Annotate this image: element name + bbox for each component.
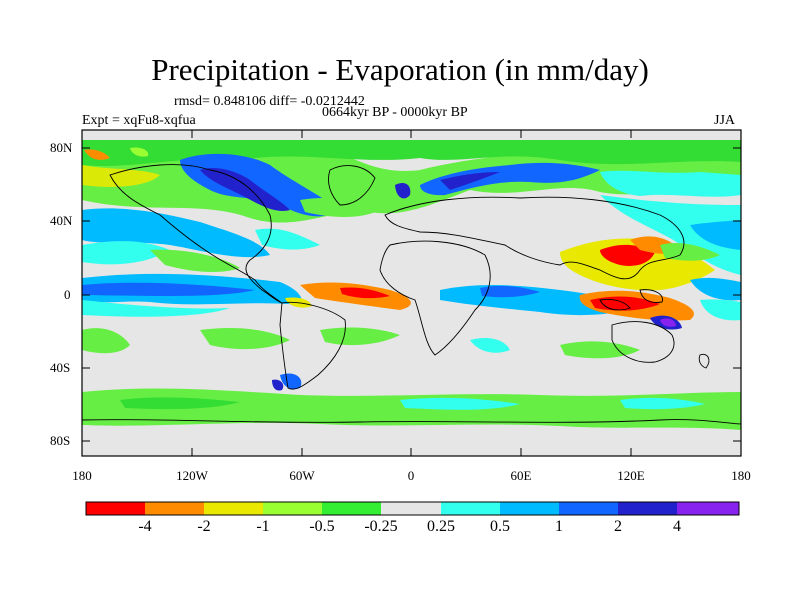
lon-label: 120E	[617, 468, 645, 483]
lon-label: 180	[72, 468, 92, 483]
colorbar-swatch	[441, 502, 500, 515]
colorbar-label: -0.5	[309, 518, 335, 535]
experiment-text: Expt = xqFu8-xqfua	[82, 113, 196, 128]
colorbar-swatch	[677, 502, 739, 515]
season-text: JJA	[714, 113, 736, 128]
lon-label: 0	[407, 468, 415, 483]
colorbar-swatch	[500, 502, 559, 515]
lat-label: 0	[64, 287, 71, 302]
southern-field	[82, 327, 741, 456]
lat-label: 80S	[50, 433, 71, 448]
lon-label: 120W	[176, 468, 208, 483]
colorbar-label: 4	[673, 518, 681, 535]
colorbar-swatch	[559, 502, 618, 515]
colorbar-label: -2	[197, 518, 211, 535]
colorbar-label: -1	[256, 518, 270, 535]
coastlines	[82, 164, 741, 425]
colorbar-swatch	[86, 502, 145, 515]
lon-ticks	[191, 130, 632, 456]
arctic-field	[82, 140, 741, 223]
colorbar-label: 0.5	[490, 518, 510, 535]
period-text: 0664kyr BP - 0000kyr BP	[322, 105, 468, 120]
colorbar-swatch	[263, 502, 322, 515]
stats-text: rmsd= 0.848106 diff= -0.0212442	[174, 94, 365, 109]
colorbar-frame	[85, 501, 740, 516]
colorbar-label: 1	[555, 518, 563, 535]
data-field	[82, 130, 741, 456]
lat-label: 40N	[50, 213, 73, 228]
colorbar-label: -4	[138, 518, 152, 535]
colorbar-label: -0.25	[364, 518, 398, 535]
lat-ticks	[82, 147, 741, 442]
colorbar-swatch	[618, 502, 677, 515]
colorbar	[85, 501, 740, 516]
lon-label: 60E	[510, 468, 532, 483]
lon-label: 180	[731, 468, 751, 483]
colorbar-label: 0.25	[427, 518, 455, 535]
colorbar-label: 2	[614, 518, 622, 535]
lon-label: 60W	[289, 468, 315, 483]
lat-label: 40S	[50, 360, 71, 375]
tropics-field	[82, 236, 741, 330]
colorbar-swatch	[204, 502, 263, 515]
lat-label: 80N	[50, 140, 73, 155]
colorbar-swatch	[145, 502, 204, 515]
colorbar-swatch	[322, 502, 381, 515]
map-title: Precipitation - Evaporation (in mm/day)	[151, 52, 649, 87]
colorbar-swatch	[381, 502, 441, 515]
